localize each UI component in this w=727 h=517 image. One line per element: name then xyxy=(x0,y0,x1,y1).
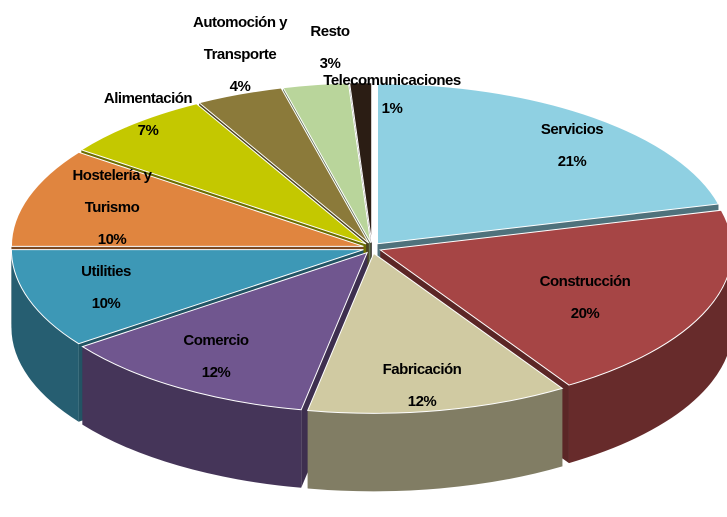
slice-top xyxy=(10,151,364,247)
category-name: Servicios xyxy=(540,121,604,138)
slice-wall xyxy=(82,346,302,488)
category-name: Construcción xyxy=(539,273,631,290)
category-name: Automoción y Transporte xyxy=(193,14,288,63)
category-name: Alimentación xyxy=(103,90,193,107)
value-label: 4% xyxy=(229,78,251,95)
category-name: Comercio xyxy=(183,332,249,349)
value-label: 1% xyxy=(381,100,403,117)
category-name: Resto xyxy=(310,23,350,40)
slice-label: Resto 3% xyxy=(310,16,350,80)
category-name: Telecomunicaciones xyxy=(323,72,461,89)
slice xyxy=(307,252,564,492)
slice-wall xyxy=(11,249,79,422)
value-label: 10% xyxy=(91,295,121,312)
slice-top xyxy=(307,252,564,414)
slice-label: Construcción 20% xyxy=(540,266,631,330)
value-label: 10% xyxy=(97,231,127,248)
slice-top xyxy=(10,249,364,345)
value-label: 21% xyxy=(557,153,587,170)
slice-top xyxy=(379,209,727,386)
slice-label: Telecomunicaciones 1% xyxy=(323,67,461,123)
slice-label: Utilities 10% xyxy=(81,256,131,320)
slice-top xyxy=(349,82,373,243)
category-name: Utilities xyxy=(81,263,131,280)
slice-wall xyxy=(568,277,727,464)
value-label: 3% xyxy=(319,55,341,72)
slice-top xyxy=(198,87,370,244)
slice-wall xyxy=(307,388,563,492)
slice-label: Hostelería y Turismo 10% xyxy=(57,160,167,256)
slice-top xyxy=(80,103,367,245)
value-label: 12% xyxy=(407,393,437,410)
slice-top xyxy=(282,82,372,243)
value-label: 7% xyxy=(137,122,159,139)
slice-label: Automoción y Transporte 4% xyxy=(185,7,295,103)
slice-label: Servicios 21% xyxy=(540,114,604,178)
category-name: Hostelería y Turismo xyxy=(72,167,152,216)
category-name: Fabricación xyxy=(382,361,462,378)
value-label: 20% xyxy=(570,305,600,322)
value-label: 12% xyxy=(201,364,231,381)
slice-top xyxy=(81,251,369,411)
slice-label: Comercio 12% xyxy=(183,325,249,389)
slice-label: Fabricación 12% xyxy=(383,354,462,418)
slice-label: Alimentación 7% xyxy=(103,83,193,147)
slice-top xyxy=(377,83,720,245)
